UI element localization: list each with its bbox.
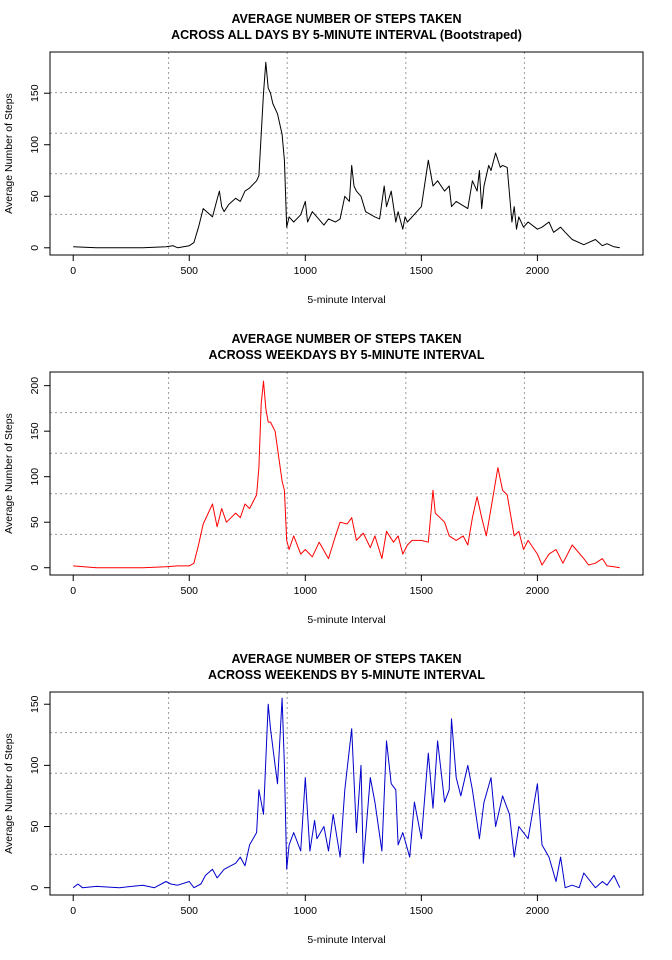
chart-2-x-axis-label: 5-minute Interval [307,614,385,626]
chart-1-title-line-1: AVERAGE NUMBER OF STEPS TAKEN [231,12,461,26]
chart-3-title-line-1: AVERAGE NUMBER OF STEPS TAKEN [231,652,461,666]
chart-1-x-tick-label: 2000 [526,265,550,277]
chart-2-x-tick-label: 0 [70,585,76,597]
chart-2-title-line-1: AVERAGE NUMBER OF STEPS TAKEN [231,332,461,346]
chart-3-x-tick-label: 500 [180,905,198,917]
chart-3-x-axis-label: 5-minute Interval [307,934,385,946]
chart-3-plot-frame [49,691,644,896]
chart-1-x-tick-label: 500 [180,265,198,277]
chart-1-series-line [73,61,620,249]
chart-3-x-tick-label: 1500 [410,905,434,917]
chart-1-y-tick-label: 100 [29,136,41,154]
chart-1-title-line-2: ACROSS ALL DAYS BY 5-MINUTE INTERVAL (Bo… [171,28,522,42]
chart-1-x-axis-label: 5-minute Interval [307,294,385,306]
chart-1-y-axis-label: Average Number of Steps [3,93,15,214]
chart-1-x-tick-label: 0 [70,265,76,277]
chart-2-y-axis-label: Average Number of Steps [3,413,15,534]
chart-2-x-tick-label: 2000 [526,585,550,597]
chart-2-y-tick-label: 100 [29,468,41,486]
chart-1-x-tick-label: 1500 [410,265,434,277]
chart-2-y-tick-label: 200 [29,377,41,395]
chart-2-series-line [73,380,620,569]
chart-3-y-axis-label: Average Number of Steps [3,733,15,854]
chart-2-x-tick-label: 1000 [294,585,318,597]
chart-2-title-line-2: ACROSS WEEKDAYS BY 5-MINUTE INTERVAL [209,348,485,362]
chart-3-y-tick-label: 50 [29,821,41,833]
chart-2-y-tick-label: 50 [29,516,41,528]
chart-2-y-tick-label: 150 [29,422,41,440]
chart-3-x-tick-label: 2000 [526,905,550,917]
chart-2-x-tick-label: 1500 [410,585,434,597]
chart-2-plot-frame [49,371,644,576]
chart-3-y-tick-label: 150 [29,695,41,713]
chart-3-x-tick-label: 0 [70,905,76,917]
chart-1-plot-frame [49,51,644,256]
chart-3-title-line-2: ACROSS WEEKENDS BY 5-MINUTE INTERVAL [208,668,485,682]
chart-1-x-tick-label: 1000 [294,265,318,277]
chart-1-y-tick-label: 0 [29,245,41,251]
chart-2-x-tick-label: 500 [180,585,198,597]
chart-3-y-tick-label: 100 [29,756,41,774]
chart-3-y-tick-label: 0 [29,885,41,891]
chart-3-series-line [72,697,621,889]
chart-1-y-tick-label: 50 [29,190,41,202]
chart-3-x-tick-label: 1000 [294,905,318,917]
chart-1-y-tick-label: 150 [29,84,41,102]
chart-2-y-tick-label: 0 [29,565,41,571]
